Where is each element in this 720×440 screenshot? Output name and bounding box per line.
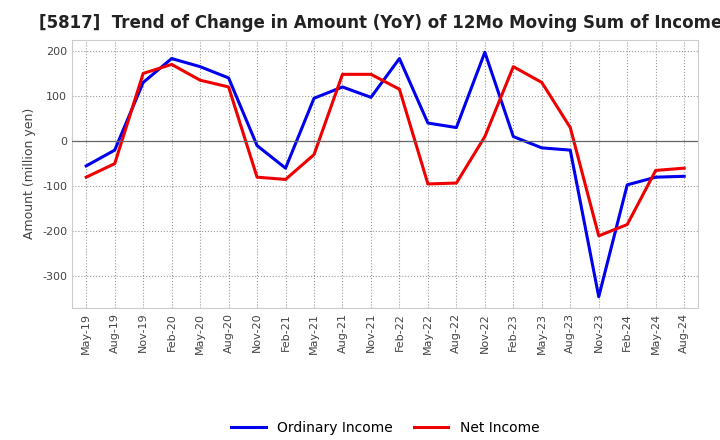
Ordinary Income bbox=[196, 64, 204, 70]
Ordinary Income bbox=[139, 80, 148, 85]
Ordinary Income bbox=[225, 75, 233, 81]
Ordinary Income bbox=[282, 165, 290, 171]
Net Income bbox=[310, 152, 318, 157]
Net Income bbox=[139, 71, 148, 76]
Net Income bbox=[423, 181, 432, 187]
Ordinary Income bbox=[652, 175, 660, 180]
Net Income bbox=[566, 125, 575, 130]
Net Income bbox=[680, 165, 688, 171]
Net Income bbox=[110, 161, 119, 166]
Net Income bbox=[623, 222, 631, 227]
Net Income bbox=[167, 62, 176, 67]
Title: [5817]  Trend of Change in Amount (YoY) of 12Mo Moving Sum of Incomes: [5817] Trend of Change in Amount (YoY) o… bbox=[39, 15, 720, 33]
Y-axis label: Amount (million yen): Amount (million yen) bbox=[24, 108, 37, 239]
Ordinary Income bbox=[395, 56, 404, 61]
Ordinary Income bbox=[566, 147, 575, 153]
Net Income bbox=[537, 80, 546, 85]
Net Income bbox=[225, 84, 233, 90]
Net Income bbox=[480, 134, 489, 139]
Ordinary Income bbox=[310, 95, 318, 101]
Ordinary Income bbox=[110, 147, 119, 153]
Net Income bbox=[82, 175, 91, 180]
Net Income bbox=[395, 87, 404, 92]
Net Income bbox=[253, 175, 261, 180]
Net Income bbox=[509, 64, 518, 70]
Line: Net Income: Net Income bbox=[86, 64, 684, 236]
Net Income bbox=[338, 72, 347, 77]
Ordinary Income bbox=[623, 182, 631, 187]
Ordinary Income bbox=[680, 174, 688, 179]
Ordinary Income bbox=[366, 95, 375, 100]
Ordinary Income bbox=[509, 134, 518, 139]
Net Income bbox=[452, 180, 461, 186]
Ordinary Income bbox=[338, 84, 347, 90]
Ordinary Income bbox=[423, 121, 432, 126]
Ordinary Income bbox=[480, 50, 489, 55]
Ordinary Income bbox=[167, 56, 176, 61]
Ordinary Income bbox=[452, 125, 461, 130]
Ordinary Income bbox=[537, 145, 546, 150]
Net Income bbox=[366, 72, 375, 77]
Net Income bbox=[652, 168, 660, 173]
Net Income bbox=[196, 77, 204, 83]
Ordinary Income bbox=[595, 294, 603, 299]
Line: Ordinary Income: Ordinary Income bbox=[86, 52, 684, 297]
Net Income bbox=[282, 177, 290, 182]
Legend: Ordinary Income, Net Income: Ordinary Income, Net Income bbox=[225, 415, 545, 440]
Ordinary Income bbox=[82, 163, 91, 169]
Net Income bbox=[595, 233, 603, 238]
Ordinary Income bbox=[253, 143, 261, 148]
